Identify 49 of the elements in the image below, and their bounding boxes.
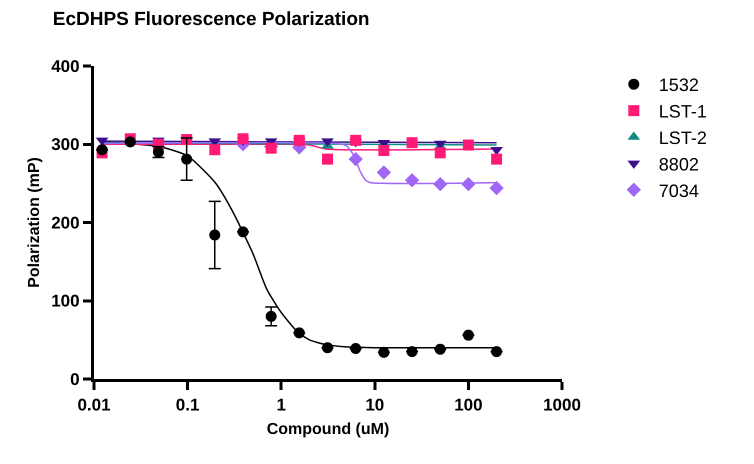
y-tick-label: 100 <box>51 292 80 311</box>
y-tick-label: 0 <box>70 370 80 389</box>
point <box>294 327 305 338</box>
x-tick-label: 100 <box>454 395 483 414</box>
x-tick-label: 10 <box>365 395 384 414</box>
point <box>434 147 446 158</box>
point <box>406 346 418 358</box>
point <box>322 342 334 354</box>
x-tick-label: 1 <box>276 395 286 414</box>
y-tick-label: 200 <box>51 213 80 232</box>
x-tick-label: 0.1 <box>176 395 200 414</box>
legend-label: LST-2 <box>658 128 707 148</box>
legend-label: 7034 <box>658 180 699 201</box>
point <box>376 165 392 180</box>
point <box>322 154 334 165</box>
point <box>294 134 305 146</box>
point <box>181 154 192 165</box>
x-tick-label: 1000 <box>543 395 581 414</box>
y-tick-label: 300 <box>51 135 80 154</box>
point <box>378 145 390 156</box>
point <box>461 177 476 192</box>
point <box>238 226 249 238</box>
point <box>378 346 390 358</box>
point <box>209 144 220 156</box>
point <box>350 134 362 146</box>
y-tick-label: 400 <box>51 56 80 76</box>
point <box>489 180 504 196</box>
point <box>491 346 502 358</box>
point <box>266 142 277 154</box>
point <box>404 173 420 188</box>
y-axis-title: Polarization (mP) <box>26 157 44 288</box>
point <box>96 144 108 156</box>
point <box>238 133 249 144</box>
point <box>433 177 448 192</box>
point <box>434 344 446 355</box>
point <box>209 230 220 241</box>
point <box>124 136 136 148</box>
chart-title: EcDHPS Fluorescence Polarization <box>52 8 370 30</box>
legend-label: 1532 <box>658 75 699 96</box>
point <box>462 140 474 151</box>
point <box>491 154 502 165</box>
point <box>348 152 363 166</box>
legend-label: LST-1 <box>658 102 707 122</box>
x-tick-label: 0.01 <box>77 395 111 414</box>
x-axis-title: Compound (uM) <box>266 421 390 438</box>
point <box>406 137 418 148</box>
point <box>350 342 362 354</box>
point <box>462 330 474 341</box>
legend-label: 8802 <box>658 154 699 174</box>
